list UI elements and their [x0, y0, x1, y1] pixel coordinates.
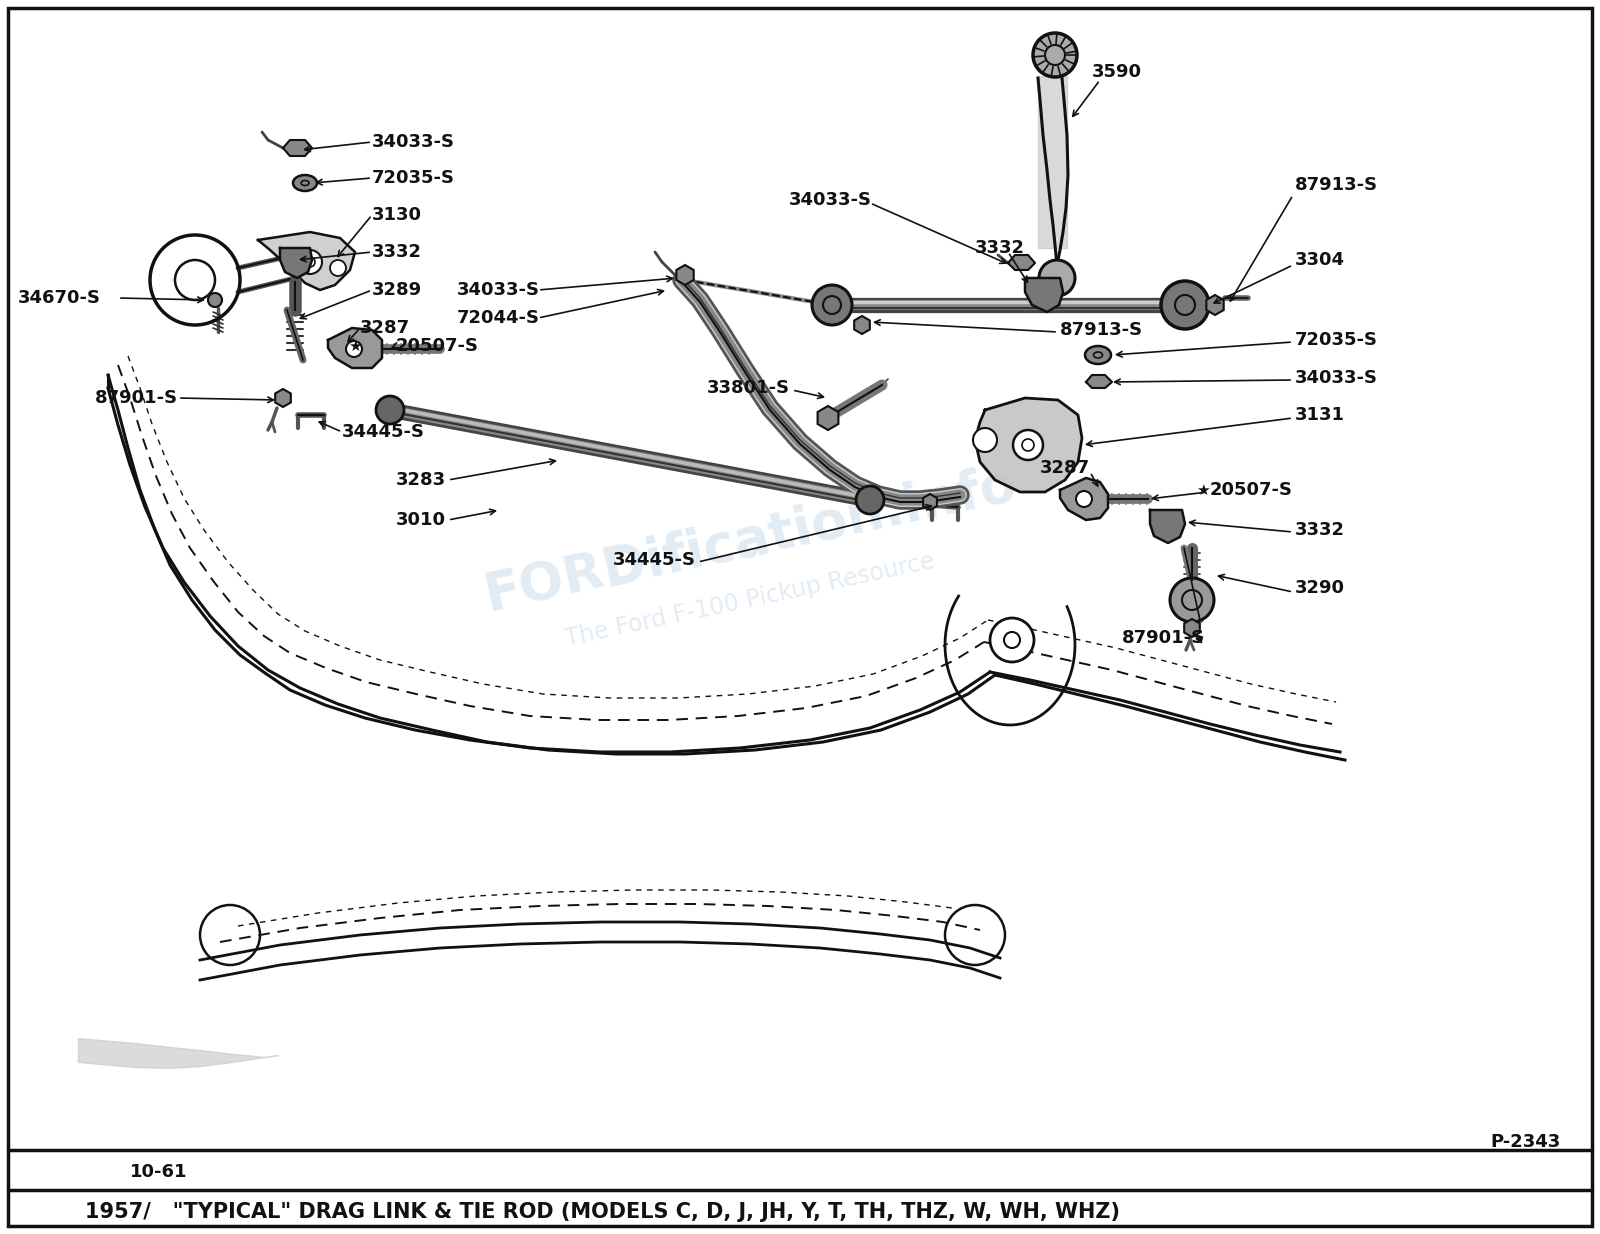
Text: FORDification.info: FORDification.info — [478, 458, 1021, 622]
Text: 87901-S: 87901-S — [1122, 629, 1205, 647]
Circle shape — [990, 618, 1034, 661]
Polygon shape — [974, 399, 1082, 492]
Circle shape — [298, 251, 322, 274]
Circle shape — [856, 486, 883, 515]
Circle shape — [973, 428, 997, 452]
Circle shape — [1038, 260, 1075, 296]
Text: 20507-S: 20507-S — [397, 337, 478, 355]
Text: 3290: 3290 — [1294, 579, 1346, 597]
Circle shape — [1034, 33, 1077, 77]
Text: 10-61: 10-61 — [130, 1162, 187, 1181]
Text: 34445-S: 34445-S — [613, 552, 696, 569]
Circle shape — [208, 292, 222, 307]
Text: 3590: 3590 — [1091, 63, 1142, 81]
Ellipse shape — [293, 175, 317, 191]
Text: 1957/   "TYPICAL" DRAG LINK & TIE ROD (MODELS C, D, J, JH, Y, T, TH, THZ, W, WH,: 1957/ "TYPICAL" DRAG LINK & TIE ROD (MOD… — [85, 1202, 1120, 1222]
Text: ★: ★ — [1197, 482, 1210, 497]
Circle shape — [1075, 491, 1091, 507]
Text: 34670-S: 34670-S — [18, 289, 101, 307]
Polygon shape — [1150, 510, 1186, 543]
Text: 3304: 3304 — [1294, 251, 1346, 269]
Polygon shape — [328, 328, 382, 368]
Ellipse shape — [1085, 346, 1110, 364]
Circle shape — [1013, 429, 1043, 460]
Text: 3332: 3332 — [974, 239, 1026, 257]
Text: 3287: 3287 — [1040, 459, 1090, 478]
Text: 34445-S: 34445-S — [342, 423, 426, 441]
Text: 34033-S: 34033-S — [789, 191, 872, 209]
Circle shape — [813, 285, 851, 325]
Text: 33801-S: 33801-S — [707, 379, 790, 397]
Text: The Ford F-100 Pickup Resource: The Ford F-100 Pickup Resource — [563, 549, 938, 652]
Text: 3289: 3289 — [371, 281, 422, 299]
Text: 87913-S: 87913-S — [1059, 321, 1142, 339]
Circle shape — [346, 341, 362, 357]
Circle shape — [330, 260, 346, 276]
Text: 3332: 3332 — [1294, 521, 1346, 539]
Circle shape — [1170, 578, 1214, 622]
Polygon shape — [280, 248, 312, 278]
Circle shape — [376, 396, 403, 424]
Polygon shape — [1026, 278, 1062, 312]
Text: 3130: 3130 — [371, 206, 422, 225]
Text: 34033-S: 34033-S — [1294, 369, 1378, 387]
Text: 3010: 3010 — [397, 511, 446, 529]
Text: 3287: 3287 — [360, 320, 410, 337]
Circle shape — [1162, 281, 1210, 329]
Polygon shape — [1086, 375, 1112, 387]
Text: 20507-S: 20507-S — [1210, 481, 1293, 499]
Text: 72044-S: 72044-S — [458, 308, 541, 327]
Text: 87913-S: 87913-S — [1294, 176, 1378, 194]
Text: 3131: 3131 — [1294, 406, 1346, 424]
Text: 34033-S: 34033-S — [371, 133, 454, 151]
Circle shape — [1005, 632, 1021, 648]
Text: P-2343: P-2343 — [1490, 1133, 1560, 1151]
Text: 87901-S: 87901-S — [94, 389, 178, 407]
Text: 3283: 3283 — [395, 471, 446, 489]
Text: 3332: 3332 — [371, 243, 422, 262]
Text: 72035-S: 72035-S — [371, 169, 454, 188]
Text: ★: ★ — [349, 338, 362, 353]
Polygon shape — [1059, 478, 1107, 520]
Text: 72035-S: 72035-S — [1294, 331, 1378, 349]
Polygon shape — [1008, 255, 1035, 270]
Polygon shape — [258, 232, 355, 290]
Polygon shape — [283, 139, 312, 155]
Text: 34033-S: 34033-S — [458, 281, 541, 299]
